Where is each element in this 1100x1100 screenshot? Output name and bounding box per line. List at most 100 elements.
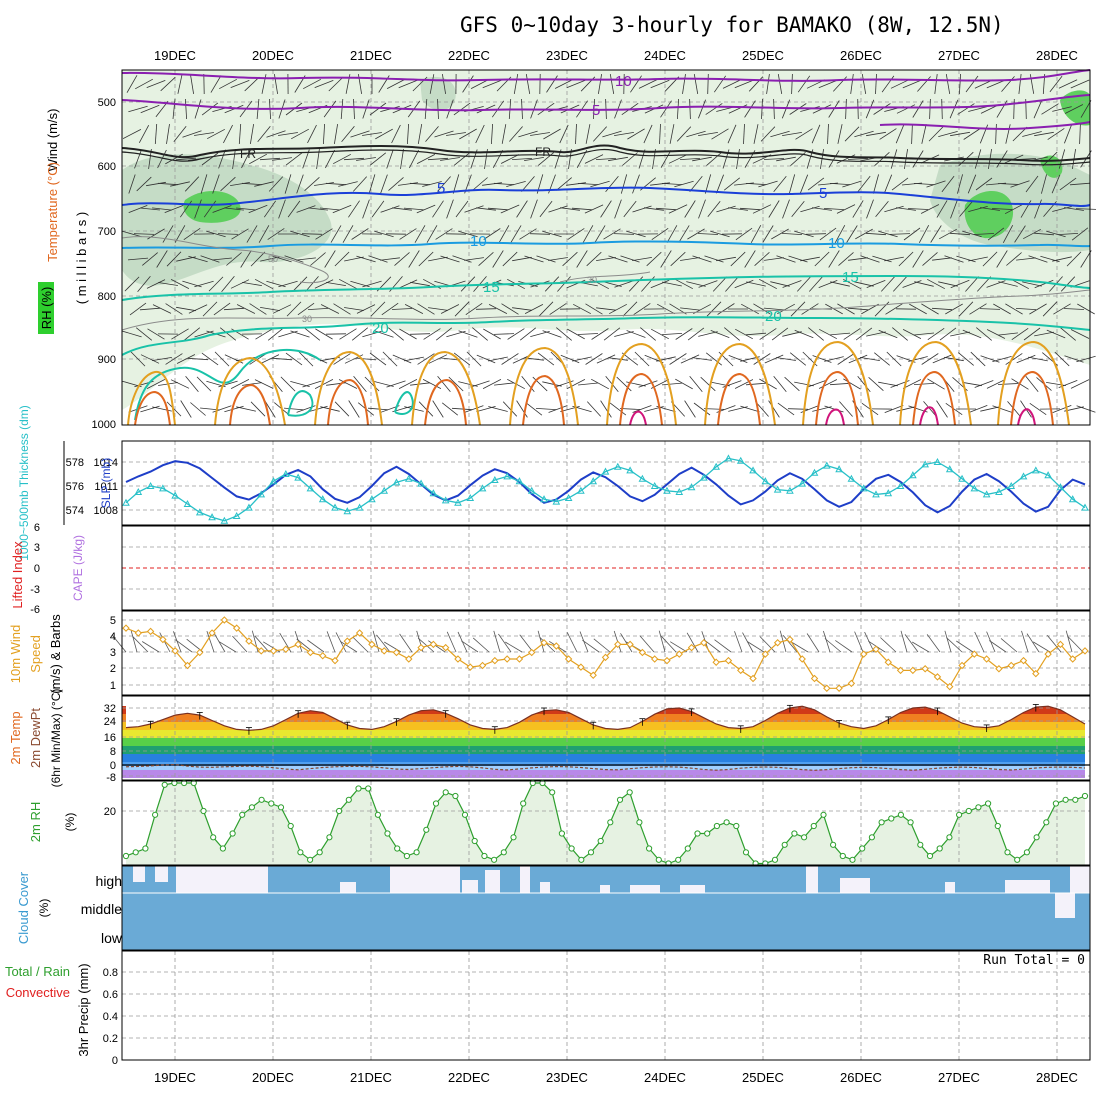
wind-barb bbox=[560, 207, 580, 211]
isotherm-label: 15 bbox=[483, 279, 500, 296]
wind-barb bbox=[716, 256, 736, 262]
wind-barb bbox=[996, 100, 1008, 118]
wind-barb bbox=[689, 375, 703, 393]
bottom-date-label: 25DEC bbox=[742, 1070, 784, 1085]
wind-barb bbox=[511, 158, 533, 160]
wind-barb bbox=[162, 225, 174, 243]
wind-barb bbox=[896, 104, 916, 114]
wind-barb bbox=[989, 640, 1007, 653]
rh2m-point bbox=[326, 834, 333, 841]
thickness-point bbox=[1044, 471, 1052, 479]
wind-barb bbox=[912, 250, 924, 268]
wind-barb bbox=[795, 128, 813, 140]
wind-barb bbox=[140, 104, 160, 114]
top-date-label: 24DEC bbox=[644, 48, 686, 63]
wind-barb bbox=[369, 352, 387, 366]
rh2m-point bbox=[142, 845, 149, 852]
wind10m-point bbox=[441, 643, 450, 652]
millibars-label: ( m i l l i b a r s ) bbox=[74, 212, 89, 304]
isotherm-minus5b bbox=[879, 121, 1091, 130]
wind-barb bbox=[472, 327, 488, 341]
wind-barb bbox=[530, 199, 538, 219]
wind-barb bbox=[506, 181, 526, 187]
wind-barb bbox=[440, 304, 460, 314]
isotherm-25b bbox=[287, 390, 314, 417]
wind10m-point bbox=[1032, 669, 1040, 678]
wind-barb bbox=[591, 328, 609, 340]
wind-barb bbox=[764, 354, 784, 364]
wind-barb bbox=[595, 158, 617, 160]
wind-barb bbox=[165, 353, 183, 365]
wind10m-point bbox=[171, 647, 179, 655]
wind-barb bbox=[164, 205, 184, 213]
thickness-point bbox=[122, 498, 130, 506]
wind-barb bbox=[453, 152, 471, 166]
rh2m-point bbox=[316, 849, 323, 856]
wind-barb bbox=[254, 278, 274, 290]
wind10m-point bbox=[650, 655, 659, 663]
panel-background bbox=[122, 441, 1090, 525]
dewpoint-label: 2m DewPt bbox=[28, 708, 43, 768]
wind-barb bbox=[790, 301, 806, 317]
wind-barb bbox=[135, 78, 153, 90]
rh2m-point bbox=[161, 781, 168, 788]
rh2m-point bbox=[907, 819, 914, 826]
wind-barb bbox=[675, 278, 693, 290]
wind-barb bbox=[376, 634, 391, 653]
wind-barb bbox=[639, 635, 655, 653]
wind10m-point bbox=[220, 616, 229, 624]
wind-barb bbox=[932, 257, 952, 261]
wind-barb bbox=[878, 381, 898, 387]
wind-barb bbox=[525, 402, 543, 416]
wind-barb bbox=[614, 280, 634, 288]
panel-frame bbox=[121, 440, 1091, 526]
wind-barb bbox=[794, 230, 814, 238]
wind-barb bbox=[251, 630, 259, 653]
isotherm-label: 5 bbox=[592, 102, 600, 119]
wind-barb bbox=[429, 74, 435, 94]
wind-barb bbox=[524, 157, 544, 161]
rh2m-point bbox=[994, 822, 1001, 830]
wind-barb bbox=[427, 157, 449, 161]
thickness-point bbox=[392, 478, 401, 486]
wind-barb bbox=[398, 279, 418, 289]
wind-barb bbox=[677, 98, 679, 120]
band-16 bbox=[122, 738, 1085, 746]
wind-barb bbox=[782, 132, 802, 136]
isotherm-label: 20 bbox=[372, 320, 389, 337]
wind-barb bbox=[381, 302, 399, 316]
top-date-label: 21DEC bbox=[350, 48, 392, 63]
wind-barb bbox=[516, 400, 528, 418]
wind-barb bbox=[754, 252, 770, 266]
wind-barb bbox=[860, 357, 880, 361]
wind-barb bbox=[464, 405, 484, 413]
wind-barb bbox=[260, 354, 280, 364]
wind-barb bbox=[185, 98, 187, 120]
wind-barb bbox=[122, 330, 142, 338]
wind-barb bbox=[640, 327, 656, 341]
wind-barb bbox=[146, 279, 166, 289]
wind-barb bbox=[997, 183, 1019, 185]
wind-barb bbox=[380, 257, 400, 261]
wind-barb bbox=[372, 630, 380, 653]
wind-barb bbox=[339, 328, 357, 340]
wind-barb bbox=[620, 633, 633, 653]
wind-barb bbox=[763, 307, 785, 311]
wind-barb bbox=[504, 641, 523, 653]
wind-barb bbox=[122, 230, 142, 238]
wind10m-point bbox=[380, 647, 388, 655]
wind-barb bbox=[895, 124, 905, 144]
wind-barb bbox=[950, 199, 958, 219]
isotherm-35-lobe bbox=[424, 378, 467, 426]
rh2m-point bbox=[471, 837, 478, 845]
wind-barb bbox=[956, 640, 974, 653]
wind-barb bbox=[600, 400, 612, 418]
wind-barb bbox=[142, 252, 158, 266]
wind-barb bbox=[578, 382, 598, 386]
wind10m-tick: 1 bbox=[110, 680, 116, 692]
wind-barb bbox=[593, 126, 607, 142]
wind-barb bbox=[255, 328, 273, 340]
cloud-gap bbox=[155, 866, 168, 882]
wind-barb bbox=[668, 154, 688, 164]
wind-barb bbox=[521, 376, 535, 392]
